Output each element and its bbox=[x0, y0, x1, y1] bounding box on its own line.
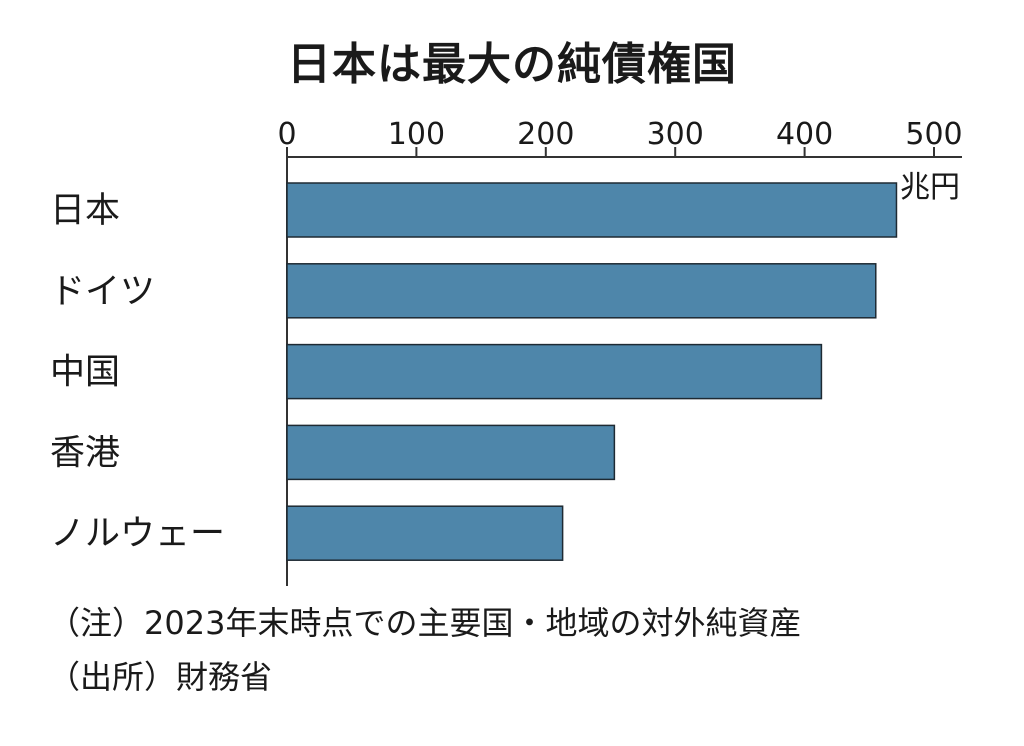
x-tick-label: 500 bbox=[905, 117, 962, 152]
category-label: 香港 bbox=[50, 433, 120, 473]
category-label: ノルウェー bbox=[50, 514, 225, 554]
source-text: （出所）財務省 bbox=[48, 658, 273, 696]
note-text: （注）2023年末時点での主要国・地域の対外純資産 bbox=[48, 604, 802, 642]
x-tick-label: 0 bbox=[277, 117, 296, 152]
bar bbox=[286, 182, 898, 238]
bar bbox=[286, 343, 823, 400]
x-tick-label: 400 bbox=[776, 117, 833, 152]
bar bbox=[286, 263, 877, 319]
x-axis: 0 100 200 300 400 500 兆円 bbox=[277, 117, 963, 586]
category-label: 日本 bbox=[50, 191, 120, 231]
bar bbox=[286, 505, 564, 561]
x-tick-label: 200 bbox=[517, 117, 574, 152]
footnotes: （注）2023年末時点での主要国・地域の対外純資産 （出所）財務省 bbox=[48, 596, 801, 704]
bar bbox=[286, 424, 616, 481]
unit-label: 兆円 bbox=[900, 170, 960, 205]
x-tick-label: 100 bbox=[388, 117, 445, 152]
category-label: 中国 bbox=[50, 353, 120, 393]
x-tick-label: 300 bbox=[647, 117, 704, 152]
bars bbox=[286, 182, 898, 561]
chart-title: 日本は最大の純債権国 bbox=[287, 39, 737, 90]
category-label: ドイツ bbox=[50, 272, 155, 312]
